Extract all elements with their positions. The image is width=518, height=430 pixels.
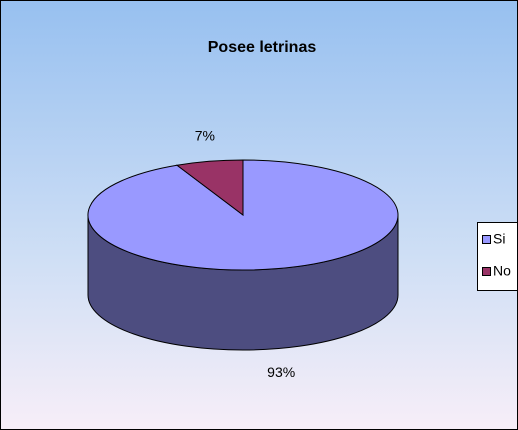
legend-box bbox=[477, 222, 518, 291]
chart-title: Posee letrinas bbox=[208, 39, 317, 56]
legend-label: Si bbox=[493, 231, 505, 247]
legend-label: No bbox=[493, 263, 511, 279]
legend-swatch bbox=[482, 235, 491, 244]
data-label: 93% bbox=[267, 364, 295, 380]
data-label: 7% bbox=[195, 128, 215, 144]
legend-swatch bbox=[482, 267, 491, 276]
pie-slice bbox=[175, 159, 244, 217]
legend: Si No bbox=[477, 222, 518, 291]
